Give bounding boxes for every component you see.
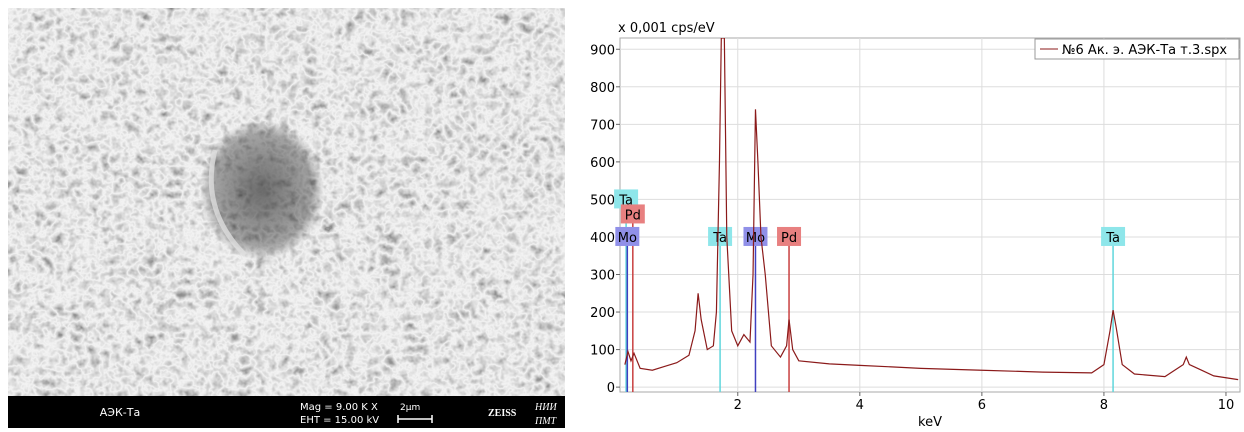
x-tick-label: 6: [978, 398, 986, 413]
y-tick-label: 700: [590, 118, 615, 133]
element-label: Ta: [1105, 231, 1120, 246]
mag-label: Mag = 9.00 K X: [300, 402, 378, 413]
element-label-bg: [615, 226, 640, 246]
x-tick-label: 4: [856, 398, 864, 413]
brand: ZEISS: [488, 408, 517, 419]
y-tick-label: 200: [590, 306, 615, 321]
plot-area: [619, 37, 1241, 393]
institute: ПМТ: [534, 416, 558, 427]
element-label-bg: [620, 204, 645, 224]
element-label-bg: [614, 189, 639, 209]
legend-label: №6 Ак. э. АЭК-Та т.3.spx: [1062, 43, 1227, 58]
element-label: Pd: [625, 208, 641, 223]
element-label: Pd: [781, 231, 797, 246]
info-bar: АЭК-Та Mag = 9.00 K X EHT = 15.00 kV 2µm…: [8, 396, 565, 428]
x-tick-label: 2: [734, 398, 742, 413]
y-tick-label: 300: [590, 269, 615, 284]
scale-bar: [397, 415, 433, 423]
y-tick-label: 400: [590, 231, 615, 246]
y-tick-label: 100: [590, 344, 615, 359]
x-tick-label: 10: [1218, 398, 1235, 413]
y-tick-label: 900: [590, 43, 615, 58]
x-tick-label: 8: [1100, 398, 1108, 413]
y-tick-label: 600: [590, 156, 615, 171]
element-label-bg: [777, 226, 802, 246]
y-tick-label: 800: [590, 81, 615, 96]
element-label-bg: [708, 226, 733, 246]
element-label: Ta: [712, 231, 727, 246]
institute: НИИ: [534, 402, 557, 413]
scale-label: 2µm: [400, 403, 420, 413]
y-tick-label: 500: [590, 193, 615, 208]
sem-image: [8, 8, 565, 396]
element-label-bg: [1101, 226, 1126, 246]
x-axis-label: keV: [918, 415, 942, 428]
element-label: Mo: [618, 231, 637, 246]
y-axis-label: x 0,001 cps/eV: [618, 21, 715, 36]
spectrum-line: [624, 38, 1239, 381]
eht-label: EHT = 15.00 kV: [300, 415, 379, 426]
legend-box: [1034, 38, 1240, 60]
y-tick-label: 0: [607, 381, 615, 396]
sample-label: АЭК-Та: [100, 406, 140, 419]
